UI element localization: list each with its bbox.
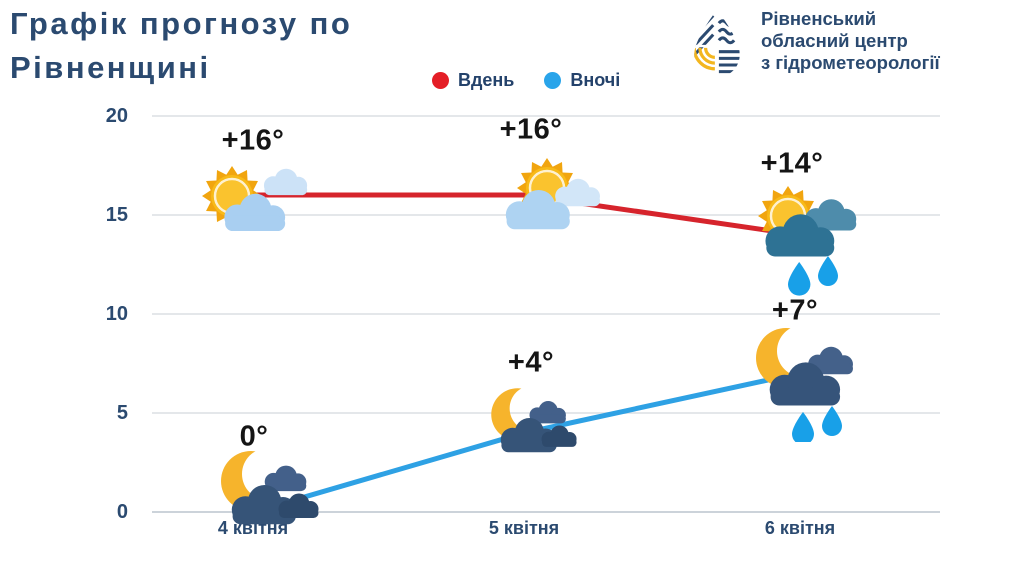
x-axis-label: 6 квітня	[764, 518, 836, 538]
day-temperature-label: +16°	[221, 124, 285, 157]
gridline-20	[152, 115, 940, 117]
day-temperature-label: +14°	[760, 147, 824, 180]
night-temperature-label: 0°	[239, 420, 269, 453]
day-temperature-label: +16°	[499, 113, 563, 146]
y-axis-label-15: 15	[105, 204, 128, 226]
moon-clouds-icon	[472, 381, 584, 469]
moon-clouds-icon	[199, 443, 327, 543]
legend-day-label: Вдень	[458, 70, 515, 90]
moon-rain-cloud-icon	[744, 322, 868, 442]
page-title: Графік прогнозу по Рівненщині	[10, 2, 352, 90]
org-logo-text: Рівненський обласний центр з гідрометеор…	[761, 8, 940, 74]
y-axis-label-0: 0	[116, 501, 128, 523]
day-legend-dot-icon	[432, 72, 449, 89]
night-temperature-label: +7°	[771, 294, 819, 327]
org-logo: Рівненський обласний центр з гідрометеор…	[686, 8, 940, 84]
chart-legend: Вдень Вночі	[432, 70, 620, 91]
water-drop-logo-icon	[694, 9, 740, 78]
y-axis-label-5: 5	[116, 402, 128, 424]
sun-cloud-icon	[487, 148, 609, 244]
night-legend-dot-icon	[544, 72, 562, 89]
sun-clouds-icon	[182, 144, 324, 254]
legend-night: Вночі	[544, 70, 620, 91]
org-logo-line2: обласний центр	[761, 30, 908, 51]
y-axis-label-10: 10	[105, 303, 128, 325]
page-title-line2: Рівненщині	[10, 50, 211, 85]
legend-night-label: Вночі	[570, 70, 621, 90]
org-logo-line1: Рівненський	[761, 8, 877, 29]
y-axis-label-20: 20	[105, 105, 128, 127]
gridline-10	[152, 313, 940, 315]
sun-rain-cloud-icon	[742, 170, 870, 298]
night-temperature-label: +4°	[507, 346, 555, 379]
page-title-line1: Графік прогнозу по	[10, 6, 353, 41]
legend-day: Вдень	[432, 70, 514, 91]
x-axis-label: 5 квітня	[488, 518, 560, 538]
org-logo-line3: з гідрометеорології	[761, 52, 940, 73]
